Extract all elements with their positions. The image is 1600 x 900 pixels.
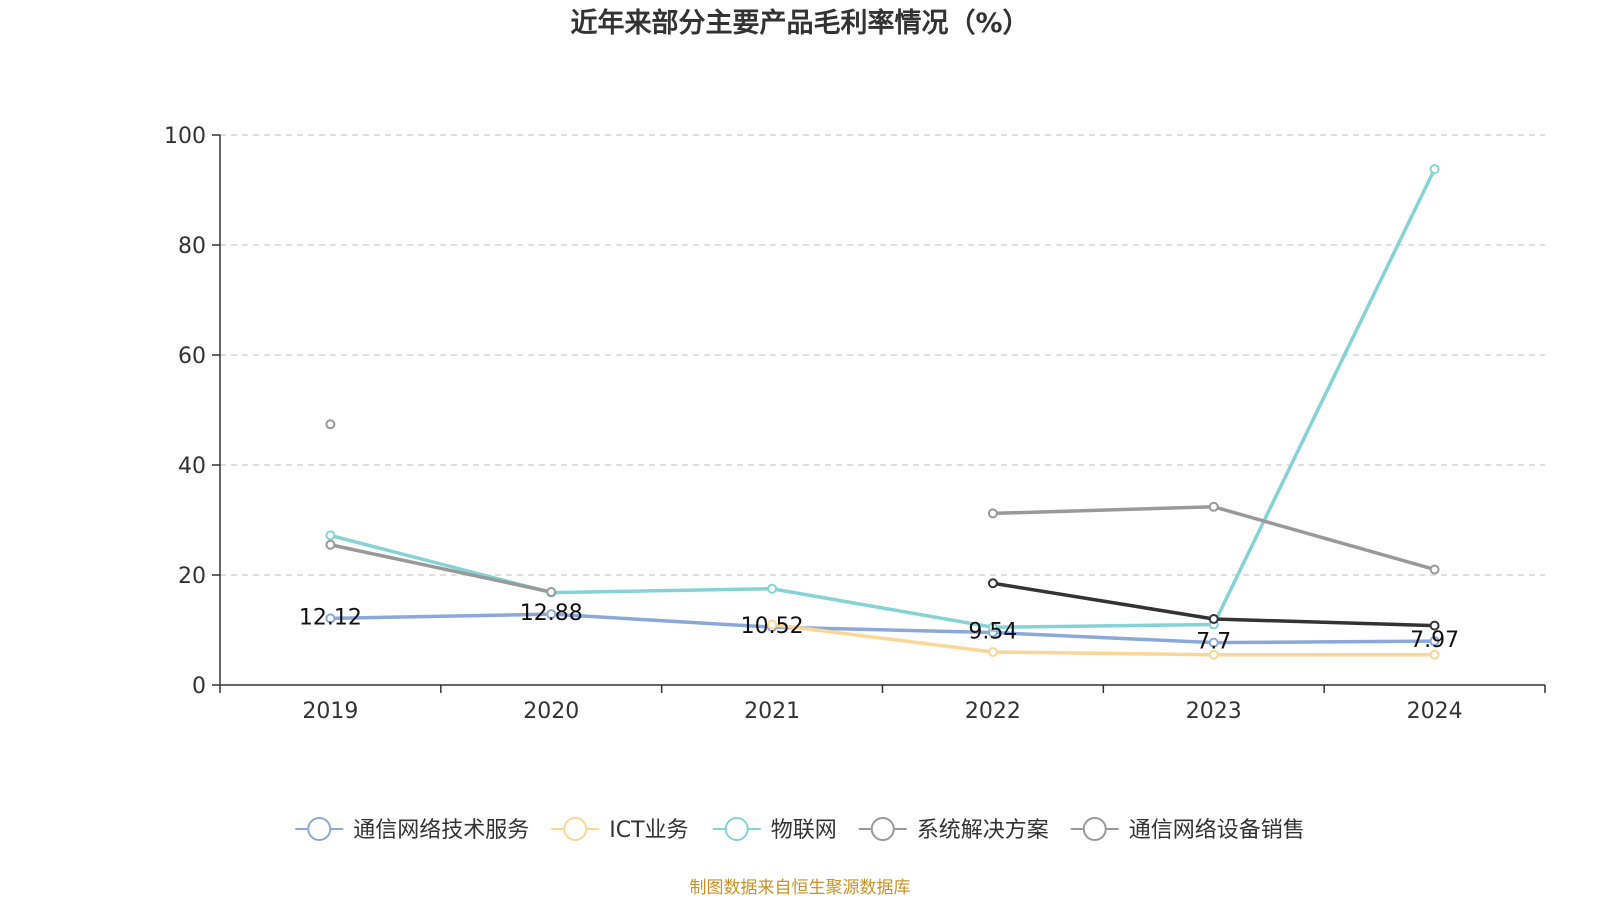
data-point [1429,620,1440,631]
legend-swatch-circle [307,817,332,841]
legend-item[interactable]: ICT业务 [551,817,689,843]
grid-lines [220,134,1545,576]
data-point [767,619,778,630]
data-point [987,578,998,589]
series-line [991,505,1437,572]
legend: 通信网络技术服务 ICT业务 物联网 系统解决方案 通信网络设备销售 [295,817,1305,843]
data-point [1208,614,1219,624]
data-point [546,587,557,598]
series-line [328,167,1437,629]
series-lines [328,167,1437,657]
y-tick-label: 20 [178,564,206,589]
data-point [546,609,557,620]
x-tick-label: 2021 [744,699,800,724]
y-tick-label: 40 [178,454,206,479]
legend-item[interactable]: 系统解决方案 [858,817,1049,843]
data-point [325,539,336,550]
data-point [987,647,998,657]
series-line [328,543,553,594]
y-tick-label: 100 [164,124,206,149]
legend-swatch-circle [563,817,588,841]
axes: 0 20 40 60 80 100 2019 2020 2021 2022 2023 2024 [164,124,1546,724]
x-tick-label: 2024 [1407,699,1463,724]
data-label: 12.12 [299,605,362,630]
data-label: 7.97 [1410,628,1459,653]
y-tick-label: 80 [178,234,206,259]
data-labels: 12.12 12.88 10.52 9.54 7.7 7.97 [299,601,1459,654]
series-line [328,612,1437,645]
legend-item[interactable]: 物联网 [712,817,837,843]
data-label: 12.88 [520,601,583,626]
x-tick-label: 2019 [302,699,358,724]
legend-label: ICT业务 [609,818,688,843]
legend-swatch-circle [724,817,749,841]
data-point [1429,636,1440,647]
data-point [1208,649,1219,660]
data-point [767,583,778,594]
x-tick-label: 2023 [1186,699,1242,724]
y-tick-label: 60 [178,344,206,369]
y-tick-label: 0 [192,674,206,699]
data-point [987,508,998,519]
data-point [987,622,998,633]
series-points [325,164,1440,660]
data-point [1429,164,1440,175]
legend-label: 物联网 [771,818,837,843]
data-point [1208,501,1219,512]
legend-label: 通信网络技术服务 [353,818,529,843]
legend-swatch-circle [1082,817,1107,841]
legend-label: 系统解决方案 [917,818,1049,843]
data-label: 10.52 [741,614,804,639]
x-tick-label: 2022 [965,699,1021,724]
series-line [770,622,1437,657]
legend-item[interactable]: 通信网络设备销售 [1070,817,1305,843]
data-point [1429,564,1440,575]
chart-title: 近年来部分主要产品毛利率情况（%） [570,7,1029,39]
legend-label: 通信网络设备销售 [1129,818,1305,843]
data-point [1429,649,1440,660]
legend-item[interactable]: 通信网络技术服务 [295,817,529,843]
legend-swatch-circle [870,817,895,841]
data-point [325,613,336,624]
data-point [325,530,336,541]
data-label: 9.54 [968,620,1017,645]
source-note: 制图数据来自恒生聚源数据库 [690,878,911,898]
data-label: 7.7 [1196,630,1231,655]
data-point [325,419,336,430]
data-point [1208,637,1219,648]
x-tick-label: 2020 [523,699,579,724]
